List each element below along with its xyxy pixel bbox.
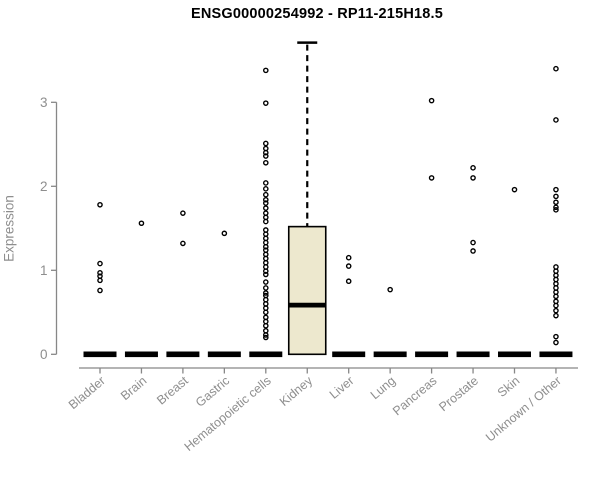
data-point [97,201,103,208]
data-point [262,159,269,166]
data-point [553,117,559,123]
data-point [553,333,559,340]
data-point [97,260,103,267]
zero-bar [539,351,573,358]
x-tick-label: Kidney [277,373,316,409]
data-point [387,286,393,293]
zero-bar [249,351,283,358]
data-point [262,279,269,285]
data-point [470,175,476,181]
data-point [470,248,476,254]
data-point [345,263,352,269]
data-point [553,312,559,319]
data-point [262,322,269,329]
data-point [262,290,269,296]
data-point [262,196,269,203]
zero-bar [373,351,407,358]
data-point [97,277,103,284]
zero-bar [124,351,158,358]
data-point [345,278,352,285]
data-point [262,149,269,156]
x-tick-label: Brain [118,374,149,404]
data-point [180,210,186,216]
data-point [262,309,269,316]
data-point [553,307,559,314]
data-point [553,302,559,309]
data-point [262,268,269,274]
zero-bar [166,351,200,358]
y-tick-label: 2 [40,179,48,194]
zero-bar [83,351,117,358]
data-point [97,270,103,276]
data-point [511,186,518,193]
data-point [262,218,269,225]
data-point [553,65,559,72]
data-point [262,332,269,338]
data-point [553,199,559,206]
data-point [553,193,559,200]
box [287,225,327,356]
x-tick-label: Pancreas [390,374,439,419]
data-point [262,100,269,106]
data-point [553,186,559,193]
data-point [262,334,269,341]
zero-bar [332,351,366,358]
zero-bar [207,351,241,358]
data-point [262,67,269,74]
data-point [262,186,269,192]
data-point [262,191,269,198]
x-tick-label: Breast [154,373,191,407]
data-point [428,97,435,104]
data-point [553,207,559,213]
data-point [262,243,269,250]
data-point [262,285,269,291]
zero-bar [456,351,490,358]
data-point [470,165,476,171]
data-point [553,339,559,346]
zero-bar [498,351,531,358]
data-point [428,175,435,181]
data-point [262,271,269,278]
data-point [553,293,559,300]
data-point [221,230,228,237]
data-point [262,180,269,186]
y-tick-label: 3 [40,95,48,110]
data-point [138,220,145,227]
x-tick-label: Prostate [436,374,481,415]
x-tick-label: Skin [495,374,523,400]
data-point [180,240,186,247]
data-point [553,204,559,211]
data-point [262,200,269,206]
data-point [262,140,269,147]
data-point [97,287,103,294]
data-point [345,254,352,261]
zero-bar [415,351,449,358]
data-point [470,239,476,246]
y-tick-label: 0 [40,347,48,362]
y-tick-label: 1 [40,263,48,278]
x-tick-label: Liver [327,374,357,402]
x-tick-label: Gastric [193,374,232,410]
chart-title: ENSG00000254992 - RP11-215H18.5 [190,6,444,22]
data-point [262,205,269,211]
x-tick-label: Bladder [66,374,108,412]
x-tick-label: Lung [368,374,398,403]
x-tick-label: Unknown / Other [483,374,564,445]
data-point [262,153,269,159]
